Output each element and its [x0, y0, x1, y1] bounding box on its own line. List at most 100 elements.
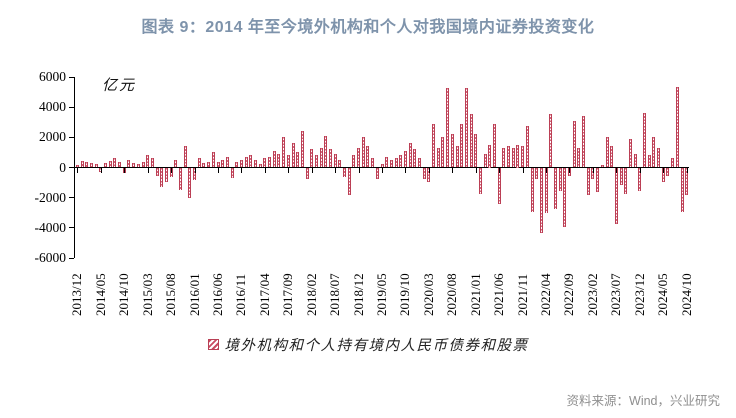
x-tick: [592, 168, 594, 173]
y-tick: [69, 257, 74, 259]
bar: [85, 161, 89, 168]
bar: [614, 168, 618, 224]
bar: [666, 168, 670, 176]
x-tick: [663, 168, 665, 173]
bar: [268, 156, 272, 168]
bar: [338, 159, 342, 168]
bar: [657, 147, 661, 168]
y-tick: [69, 167, 74, 168]
bar: [141, 161, 145, 168]
bar: [352, 155, 356, 168]
x-tick: [616, 168, 618, 173]
x-tick-label: 2021/06: [491, 273, 507, 316]
bar: [624, 168, 628, 194]
x-tick: [217, 168, 219, 173]
x-tick: [264, 168, 266, 173]
bar: [263, 158, 267, 168]
bar: [628, 138, 632, 168]
bar: [230, 168, 234, 178]
x-tick-label: 2021/01: [467, 273, 483, 316]
bar: [211, 152, 215, 168]
bar: [572, 121, 576, 168]
bar: [357, 147, 361, 168]
x-tick-label: 2022/04: [538, 273, 554, 316]
bar: [600, 165, 604, 168]
x-tick: [686, 168, 688, 173]
bar: [300, 130, 304, 168]
bar: [282, 137, 286, 168]
y-tick-label: 6000: [39, 69, 66, 84]
bar: [535, 168, 539, 179]
bar: [314, 155, 318, 168]
x-tick-label: 2020/03: [420, 273, 436, 316]
legend-label: 境外机构和个人持有境内人民币债券和股票: [224, 338, 529, 354]
bar: [549, 114, 553, 168]
bar: [596, 168, 600, 193]
bar: [296, 152, 300, 168]
bar: [521, 146, 525, 168]
x-tick-label: 2023/07: [608, 273, 624, 316]
source-note: 资料来源：Wind，兴业研究: [566, 394, 720, 408]
bar: [591, 168, 595, 179]
x-tick-label: 2013/12: [69, 273, 85, 316]
y-tick-label: 4000: [39, 99, 66, 115]
bar: [132, 163, 136, 168]
bar: [380, 164, 384, 168]
legend: 境外机构和个人持有境内人民币债券和股票: [0, 334, 736, 355]
x-tick: [288, 168, 290, 173]
bar: [225, 156, 229, 168]
x-tick: [546, 168, 548, 173]
bar: [450, 134, 454, 168]
bar: [558, 168, 562, 191]
bar: [638, 168, 642, 191]
bar: [605, 137, 609, 168]
bar: [516, 144, 520, 168]
bar: [366, 146, 370, 168]
bar: [643, 113, 647, 168]
bar: [418, 158, 422, 168]
bar: [347, 168, 351, 196]
bar: [216, 162, 220, 168]
bar: [652, 137, 656, 168]
x-tick: [241, 168, 243, 173]
bar: [249, 155, 253, 168]
x-tick-label: 2015/03: [139, 273, 155, 316]
bar: [478, 168, 482, 194]
x-tick: [335, 168, 337, 173]
bar: [343, 168, 347, 178]
x-tick-label: 2018/07: [327, 273, 343, 316]
bar: [89, 162, 93, 168]
x-tick-label: 2022/09: [561, 273, 577, 316]
x-tick-label: 2023/02: [584, 273, 600, 316]
bar: [582, 116, 586, 168]
y-tick: [69, 197, 74, 199]
bar: [427, 168, 431, 182]
x-tick-label: 2016/01: [186, 273, 202, 316]
x-tick: [147, 168, 149, 173]
bar: [258, 163, 262, 168]
x-axis-line: [74, 166, 689, 169]
x-tick: [405, 168, 407, 173]
x-tick-label: 2016/11: [233, 273, 249, 316]
x-tick-label: 2014/05: [92, 273, 108, 316]
y-tick: [69, 227, 74, 229]
bar: [75, 165, 79, 168]
bar: [464, 87, 468, 168]
bar: [661, 168, 665, 182]
bar: [633, 153, 637, 168]
bar: [432, 124, 436, 168]
bar: [530, 168, 534, 212]
bar: [441, 137, 445, 168]
bar: [221, 159, 225, 168]
x-tick-label: 2018/02: [303, 273, 319, 316]
y-tick: [69, 136, 74, 138]
bar: [197, 158, 201, 168]
x-tick: [428, 168, 430, 173]
bar: [544, 168, 548, 214]
bar: [193, 168, 197, 180]
bar: [446, 88, 450, 168]
bar: [675, 87, 679, 168]
bar: [671, 158, 675, 168]
bar: [511, 147, 515, 168]
